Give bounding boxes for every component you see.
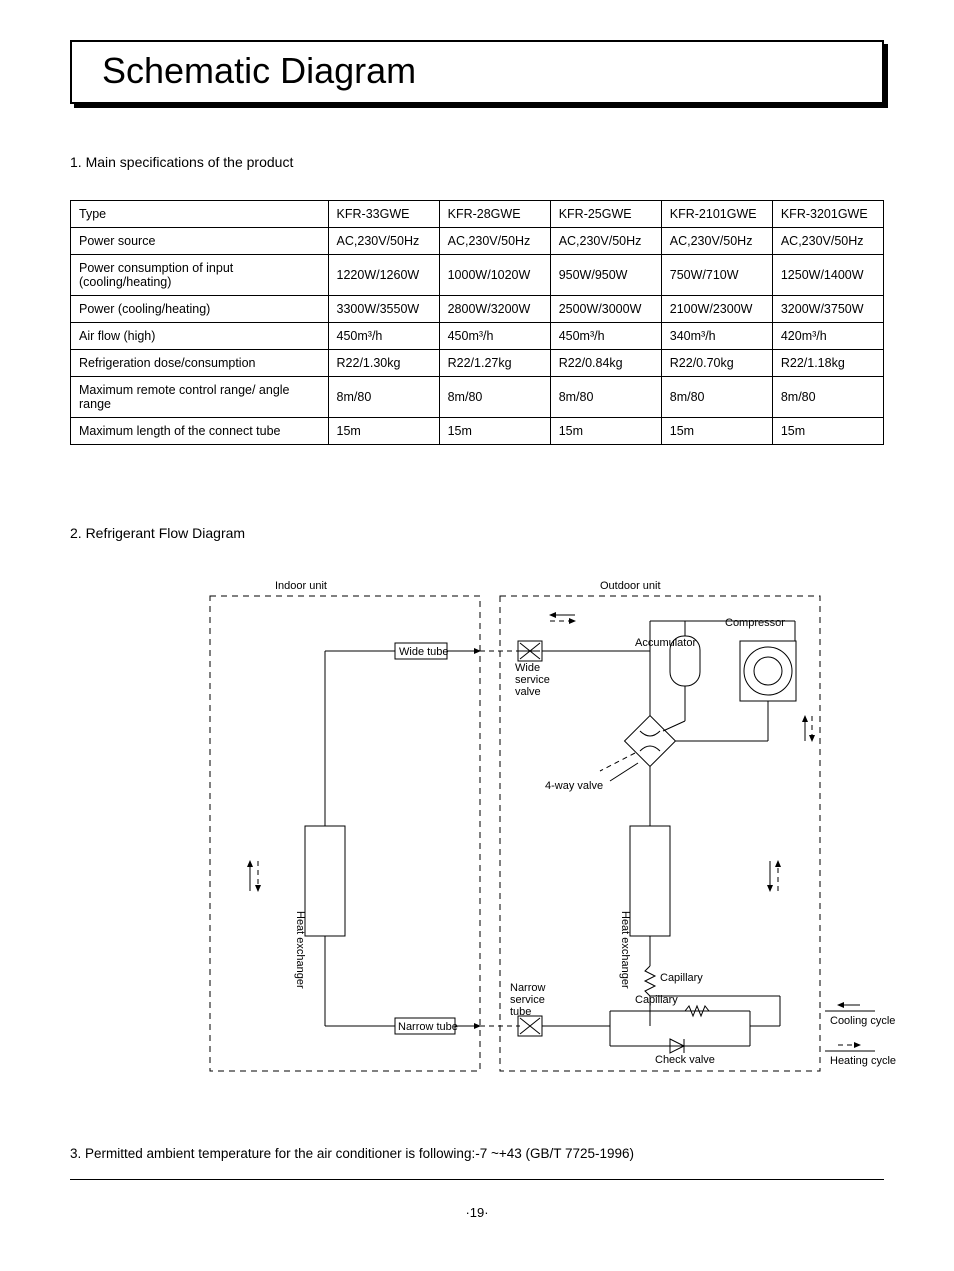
section1-heading: 1. Main specifications of the product — [70, 154, 884, 170]
row-label: Refrigeration dose/consumption — [71, 350, 329, 377]
cell: 8m/80 — [772, 377, 883, 418]
cell: R22/0.70kg — [661, 350, 772, 377]
label-accumulator: Accumulator — [635, 637, 696, 649]
page-title-box: Schematic Diagram — [70, 40, 884, 104]
cell: KFR-33GWE — [328, 201, 439, 228]
label-heat-ex-indoor: Heat exchanger — [294, 911, 306, 989]
label-cooling: Cooling cycle — [830, 1015, 895, 1027]
cell: 950W/950W — [550, 255, 661, 296]
cell: R22/0.84kg — [550, 350, 661, 377]
footnote: 3. Permitted ambient temperature for the… — [70, 1146, 884, 1180]
cell: AC,230V/50Hz — [328, 228, 439, 255]
row-label: Type — [71, 201, 329, 228]
label-narrow-valve-3: tube — [510, 1006, 531, 1018]
cell: KFR-25GWE — [550, 201, 661, 228]
cell: 2100W/2300W — [661, 296, 772, 323]
label-narrow-valve-2: service — [510, 994, 545, 1006]
table-row: Air flow (high)450m³/h450m³/h450m³/h340m… — [71, 323, 884, 350]
cell: 15m — [772, 418, 883, 445]
section2-heading: 2. Refrigerant Flow Diagram — [70, 525, 884, 541]
label-capillary-1: Capillary — [660, 972, 703, 984]
label-narrow-valve-1: Narrow — [510, 982, 546, 994]
cell: 15m — [328, 418, 439, 445]
cell: 1220W/1260W — [328, 255, 439, 296]
cell: 450m³/h — [550, 323, 661, 350]
cell: 750W/710W — [661, 255, 772, 296]
cell: KFR-28GWE — [439, 201, 550, 228]
label-wide-valve-2: service — [515, 674, 550, 686]
label-narrow-tube: Narrow tube — [398, 1021, 458, 1033]
row-label: Maximum remote control range/ angle rang… — [71, 377, 329, 418]
cell: 2800W/3200W — [439, 296, 550, 323]
cell: 340m³/h — [661, 323, 772, 350]
table-row: TypeKFR-33GWEKFR-28GWEKFR-25GWEKFR-2101G… — [71, 201, 884, 228]
cell: 1250W/1400W — [772, 255, 883, 296]
table-row: Power sourceAC,230V/50HzAC,230V/50HzAC,2… — [71, 228, 884, 255]
cell: 8m/80 — [328, 377, 439, 418]
cell: 450m³/h — [439, 323, 550, 350]
cell: KFR-2101GWE — [661, 201, 772, 228]
label-check-valve: Check valve — [655, 1054, 715, 1066]
label-heating: Heating cycle — [830, 1055, 896, 1067]
cell: AC,230V/50Hz — [661, 228, 772, 255]
cell: 3300W/3550W — [328, 296, 439, 323]
cell: AC,230V/50Hz — [550, 228, 661, 255]
table-row: Maximum remote control range/ angle rang… — [71, 377, 884, 418]
cell: 450m³/h — [328, 323, 439, 350]
spec-table: TypeKFR-33GWEKFR-28GWEKFR-25GWEKFR-2101G… — [70, 200, 884, 445]
cell: 8m/80 — [550, 377, 661, 418]
label-wide-tube: Wide tube — [399, 646, 449, 658]
cell: 2500W/3000W — [550, 296, 661, 323]
label-wide-valve-3: valve — [515, 686, 541, 698]
cell: R22/1.30kg — [328, 350, 439, 377]
table-row: Refrigeration dose/consumptionR22/1.30kg… — [71, 350, 884, 377]
cell: R22/1.18kg — [772, 350, 883, 377]
table-row: Power (cooling/heating)3300W/3550W2800W/… — [71, 296, 884, 323]
cell: 1000W/1020W — [439, 255, 550, 296]
cell: 15m — [439, 418, 550, 445]
cell: R22/1.27kg — [439, 350, 550, 377]
row-label: Power (cooling/heating) — [71, 296, 329, 323]
label-4way: 4-way valve — [545, 780, 603, 792]
page-title: Schematic Diagram — [102, 50, 862, 92]
page-number: ·19· — [70, 1205, 884, 1220]
row-label: Air flow (high) — [71, 323, 329, 350]
label-heat-ex-outdoor: Heat exchanger — [619, 911, 631, 989]
label-outdoor: Outdoor unit — [600, 580, 661, 592]
cell: AC,230V/50Hz — [439, 228, 550, 255]
row-label: Maximum length of the connect tube — [71, 418, 329, 445]
label-indoor: Indoor unit — [275, 580, 327, 592]
row-label: Power consumption of input (cooling/heat… — [71, 255, 329, 296]
row-label: Power source — [71, 228, 329, 255]
cell: 420m³/h — [772, 323, 883, 350]
cell: 15m — [550, 418, 661, 445]
cell: 8m/80 — [661, 377, 772, 418]
cell: AC,230V/50Hz — [772, 228, 883, 255]
label-wide-valve-1: Wide — [515, 662, 540, 674]
cell: 3200W/3750W — [772, 296, 883, 323]
label-compressor: Compressor — [725, 617, 785, 629]
cell: 8m/80 — [439, 377, 550, 418]
refrigerant-diagram: Indoor unit Outdoor unit Wide tube Wide — [180, 571, 884, 1091]
table-row: Maximum length of the connect tube15m15m… — [71, 418, 884, 445]
cell: KFR-3201GWE — [772, 201, 883, 228]
table-row: Power consumption of input (cooling/heat… — [71, 255, 884, 296]
cell: 15m — [661, 418, 772, 445]
